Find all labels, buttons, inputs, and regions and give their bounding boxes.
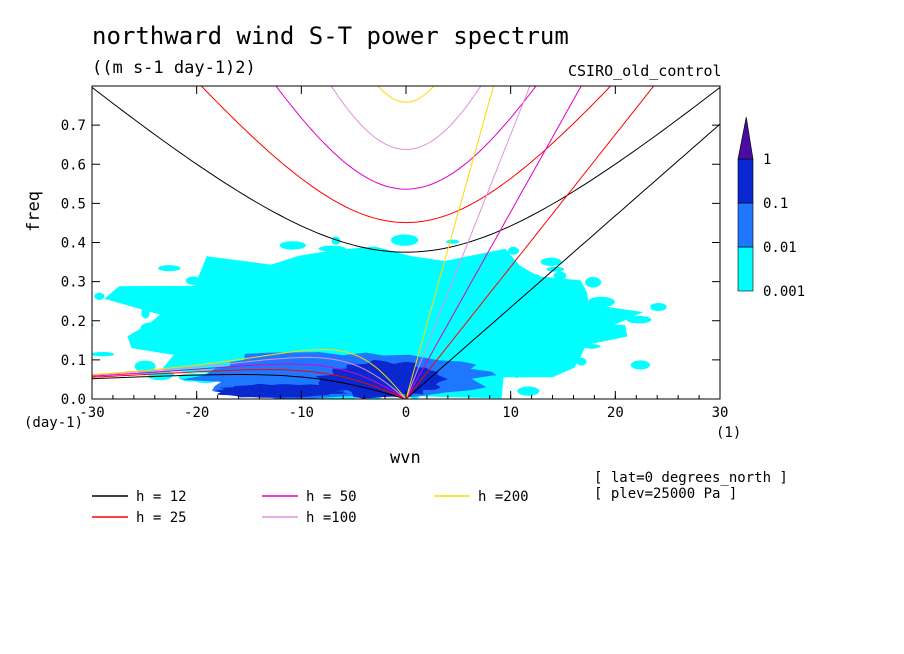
kelvin-curve-100: [405, 86, 531, 399]
power-speckle: [585, 277, 602, 288]
inertia-gravity-curve-100: [330, 86, 482, 151]
dispersion-curves: [92, 86, 720, 399]
power-speckle: [344, 250, 372, 261]
x-tick-label: 0: [402, 405, 410, 421]
power-speckle: [390, 234, 419, 246]
rossby-curve-100: [92, 356, 407, 399]
y-tick-label: 0.4: [61, 236, 86, 252]
power-speckle: [523, 279, 533, 286]
x-axis-label: wvn: [390, 448, 421, 468]
chart-title: northward wind S-T power spectrum: [92, 22, 569, 50]
power-speckle: [134, 360, 156, 373]
colorbar: 0.001 0.01 0.1 1: [737, 116, 805, 300]
y-tick-label: 0.2: [61, 314, 86, 330]
x-tick-label: -20: [184, 405, 209, 421]
kelvin-curve-50: [405, 86, 582, 399]
rossby-curve-25: [92, 369, 407, 399]
power-speckle: [158, 265, 181, 272]
y-tick-label: 0.1: [61, 353, 86, 369]
power-speckle: [163, 316, 179, 322]
colorbar-label: 0.1: [763, 196, 788, 212]
power-speckle: [540, 257, 562, 266]
model-name: CSIRO_old_control: [568, 62, 722, 80]
x-tick-label: -10: [289, 405, 314, 421]
power-speckle: [446, 239, 460, 244]
inertia-gravity-curve-50: [275, 86, 537, 190]
y-tick-label: 0.7: [61, 118, 86, 134]
power-speckle: [185, 276, 201, 285]
legend-label-100: h =100: [306, 510, 357, 526]
legend-label-50: h = 50: [306, 489, 357, 505]
power-speckle: [179, 286, 202, 299]
y-axis-unit: (day-1): [24, 415, 84, 431]
legend-label-200: h =200: [478, 489, 529, 505]
inertia-gravity-curve-200: [377, 86, 435, 103]
power-speckle: [279, 241, 306, 250]
x-tick-label: -30: [79, 405, 104, 421]
power-speckle: [496, 259, 513, 266]
colorbar-swatch-0.001: [737, 246, 754, 292]
kelvin-curve-25: [405, 86, 655, 399]
power-speckle: [240, 266, 263, 273]
rossby-curve-50: [92, 363, 407, 399]
x-tick-label: 30: [712, 405, 729, 421]
power-speckle: [165, 343, 193, 351]
y-tick-label: 0.3: [61, 275, 86, 291]
x-axis-unit: (1): [716, 425, 742, 441]
power-speckle: [587, 296, 615, 308]
power-speckle: [650, 303, 667, 311]
y-tick-label: 0.0: [61, 392, 86, 408]
legend-label-12: h = 12: [136, 489, 187, 505]
colorbar-swatch-0.1: [737, 158, 754, 204]
power-speckle: [597, 332, 614, 338]
kelvin-curve-12: [405, 123, 720, 399]
chart-units: ((m s-1 day-1)2): [92, 58, 256, 78]
inertia-gravity-curve-25: [200, 86, 612, 224]
power-speckle: [141, 306, 150, 319]
power-speckle: [546, 266, 564, 272]
pressure-level-info: [ plev=25000 Pa ]: [594, 486, 738, 502]
power-speckle: [512, 368, 521, 378]
power-speckle: [521, 387, 533, 394]
power-speckle: [567, 331, 590, 340]
power-speckle: [630, 360, 650, 370]
power-speckle: [94, 292, 105, 300]
power-region-0.1: [213, 383, 349, 398]
power-speckle: [576, 357, 587, 366]
colorbar-label: 1: [763, 152, 771, 168]
axes: -30 -20 -10 0 10 20 30 0.0 0.1 0.2 0.3 0.4 0.5 0.6 0.7: [61, 86, 729, 421]
x-tick-label: 20: [607, 405, 624, 421]
y-tick-label: 0.6: [61, 157, 86, 173]
inertia-gravity-curve-12: [92, 87, 720, 253]
legend-label-25: h = 25: [136, 510, 187, 526]
power-heatmap: [92, 234, 667, 399]
power-speckle: [553, 271, 567, 281]
power-speckle: [92, 352, 114, 357]
colorbar-swatch-0.01: [737, 202, 754, 248]
colorbar-swatch-1: [737, 116, 754, 160]
power-speckle: [626, 315, 652, 324]
latitude-info: [ lat=0 degrees_north ]: [594, 470, 788, 486]
y-tick-label: 0.5: [61, 196, 86, 212]
rossby-curve-200: [92, 348, 407, 399]
power-speckle: [220, 270, 236, 276]
power-speckle: [190, 354, 203, 360]
power-speckle: [515, 273, 540, 279]
power-speckle: [561, 304, 577, 313]
legend: h = 12 h = 25 h = 50 h =100 h =200: [92, 489, 529, 526]
power-speckle: [140, 322, 162, 334]
rossby-curve-12: [92, 374, 407, 399]
power-speckle: [582, 344, 601, 349]
colorbar-label: 0.01: [763, 240, 797, 256]
x-tick-label: 10: [502, 405, 519, 421]
power-speckle: [507, 246, 519, 255]
power-speckle: [318, 245, 346, 252]
colorbar-label: 0.001: [763, 284, 805, 300]
kelvin-curve-200: [405, 86, 495, 399]
